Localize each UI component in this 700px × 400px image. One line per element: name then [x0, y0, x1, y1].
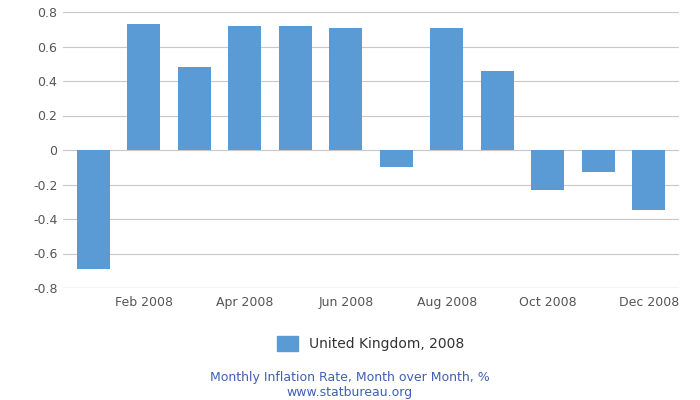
Legend: United Kingdom, 2008: United Kingdom, 2008: [272, 331, 470, 357]
Bar: [178, 67, 211, 150]
Text: Monthly Inflation Rate, Month over Month, %: Monthly Inflation Rate, Month over Month…: [210, 372, 490, 384]
Bar: [481, 71, 514, 150]
Bar: [582, 150, 615, 172]
Bar: [77, 150, 110, 269]
Bar: [380, 150, 413, 167]
Bar: [531, 150, 564, 190]
Bar: [279, 26, 312, 150]
Bar: [228, 26, 261, 150]
Bar: [127, 24, 160, 150]
Bar: [632, 150, 665, 210]
Bar: [430, 28, 463, 150]
Text: www.statbureau.org: www.statbureau.org: [287, 386, 413, 399]
Bar: [329, 28, 362, 150]
